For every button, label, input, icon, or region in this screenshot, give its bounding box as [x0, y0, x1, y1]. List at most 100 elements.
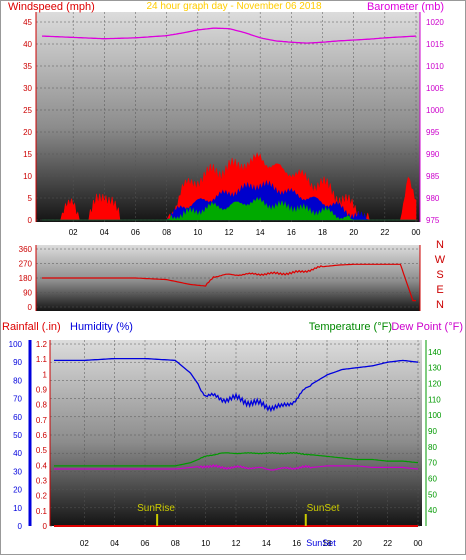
windspeed-tick-label: 45 [23, 18, 32, 27]
humidity-tick-label: 80 [13, 376, 22, 385]
barometer-tick-label: 1000 [426, 106, 444, 115]
barometer-tick-label: 990 [426, 150, 440, 159]
wind-baro-series [42, 27, 417, 222]
humidity-axis-label: Humidity (%) [70, 321, 133, 333]
rainfall-tick-label: 0.4 [36, 461, 48, 470]
hour-tick-label: 18 [318, 228, 327, 237]
rainfall-tick-label: 0.7 [36, 416, 48, 425]
rainfall-tick-label: 1.2 [36, 340, 48, 349]
temperature-tick-label: 40 [428, 506, 437, 515]
rainfall-tick-label: 1 [43, 370, 48, 379]
humidity-tick-label: 100 [9, 340, 23, 349]
hour-tick-label: 12 [232, 539, 241, 548]
windspeed-axis-label: Windspeed (mph) [8, 1, 95, 13]
temperature-tick-label: 140 [428, 348, 442, 357]
hour-tick-label: 10 [193, 228, 202, 237]
sunset-label-bottom: SunSet [306, 538, 336, 548]
temperature-tick-label: 130 [428, 364, 442, 373]
windspeed-tick-label: 35 [23, 62, 32, 71]
compass-label: N [436, 299, 444, 311]
wind-baro-grid [36, 12, 420, 222]
compass-label: N [436, 239, 444, 251]
humidity-series [54, 357, 419, 413]
hour-tick-label: 00 [412, 228, 421, 237]
rainfall-tick-label: 0 [43, 522, 48, 531]
barometer-tick-label: 1005 [426, 84, 444, 93]
humidity-tick-label: 90 [13, 358, 22, 367]
direction-tick-label: 360 [19, 245, 33, 254]
direction-tick-label: 180 [19, 274, 33, 283]
direction-tick-label: 90 [23, 289, 32, 298]
dewpoint-series [54, 464, 419, 471]
hour-tick-label: 04 [110, 539, 119, 548]
direction-tick-label: 0 [28, 303, 33, 312]
chart-title: 24 hour graph day - November 06 2018 [146, 1, 322, 12]
direction-series [42, 263, 416, 302]
hour-tick-label: 16 [287, 228, 296, 237]
rainfall-tick-label: 0.8 [36, 401, 48, 410]
hour-tick-label: 06 [141, 539, 150, 548]
hour-tick-label: 12 [225, 228, 234, 237]
direction-series [42, 263, 416, 302]
temperature-tick-label: 110 [428, 395, 441, 404]
rainfall-tick-label: 0.6 [36, 431, 48, 440]
windspeed-tick-label: 40 [23, 40, 32, 49]
windspeed-tick-label: 5 [28, 194, 33, 203]
humidity-tick-label: 70 [13, 395, 22, 404]
hour-tick-label: 10 [201, 539, 210, 548]
humidity-tick-label: 20 [13, 486, 22, 495]
hour-tick-label: 02 [69, 228, 78, 237]
temperature-tick-label: 100 [428, 411, 442, 420]
wind-baro-axes: 0510152025303540459759809859909951000100… [23, 12, 444, 237]
sunset-label: SunSet [307, 503, 340, 514]
direction-tick-label: 270 [19, 260, 33, 269]
sunrise-label: SunRise [137, 503, 175, 514]
barometer-axis-label: Barometer (mb) [367, 1, 444, 13]
temperature-tick-label: 60 [428, 475, 437, 484]
hour-tick-label: 06 [131, 228, 140, 237]
humidity-tick-label: 10 [13, 504, 22, 513]
temperature-axis-label: Temperature (°F) [309, 321, 392, 333]
humidity-tick-label: 40 [13, 449, 22, 458]
temperature-tick-label: 70 [428, 459, 437, 468]
rainfall-tick-label: 1.1 [36, 355, 48, 364]
hour-tick-label: 20 [349, 228, 358, 237]
windspeed-tick-label: 25 [23, 106, 32, 115]
temperature-tick-label: 120 [428, 380, 442, 389]
temperature-tick-label: 80 [428, 443, 437, 452]
rain-humidity-series [54, 357, 419, 527]
hour-tick-label: 00 [414, 539, 423, 548]
barometer-tick-label: 995 [426, 128, 440, 137]
barometer-tick-label: 985 [426, 172, 440, 181]
humidity-tick-label: 30 [13, 467, 22, 476]
hour-tick-label: 14 [256, 228, 265, 237]
temperature-tick-label: 90 [428, 427, 437, 436]
rainfall-axis-label: Rainfall (.in) [2, 321, 61, 333]
temperature-series [54, 451, 419, 467]
temperature-tick-label: 50 [428, 490, 437, 499]
barometer-tick-label: 980 [426, 194, 440, 203]
wind-min-series [42, 196, 416, 221]
hour-tick-label: 18 [323, 539, 332, 548]
compass-label: S [436, 269, 443, 281]
hour-tick-label: 20 [353, 539, 362, 548]
barometer-tick-label: 1015 [426, 40, 444, 49]
hour-tick-label: 08 [162, 228, 171, 237]
rainfall-tick-label: 0.2 [36, 492, 48, 501]
hour-tick-label: 14 [262, 539, 271, 548]
windspeed-tick-label: 20 [23, 128, 32, 137]
wind-gust-series [42, 152, 417, 222]
hour-tick-label: 22 [380, 228, 389, 237]
windspeed-tick-label: 0 [28, 216, 33, 225]
hour-tick-label: 04 [100, 228, 109, 237]
rain-humidity-axes: 010203040506070809010000.10.20.30.40.50.… [9, 340, 442, 548]
rainfall-tick-label: 0.9 [36, 386, 48, 395]
rainfall-tick-label: 0.5 [36, 446, 48, 455]
rainfall-tick-label: 0.1 [36, 507, 48, 516]
compass-label: E [436, 284, 443, 296]
humidity-tick-label: 50 [13, 431, 22, 440]
barometer-tick-label: 1010 [426, 62, 444, 71]
